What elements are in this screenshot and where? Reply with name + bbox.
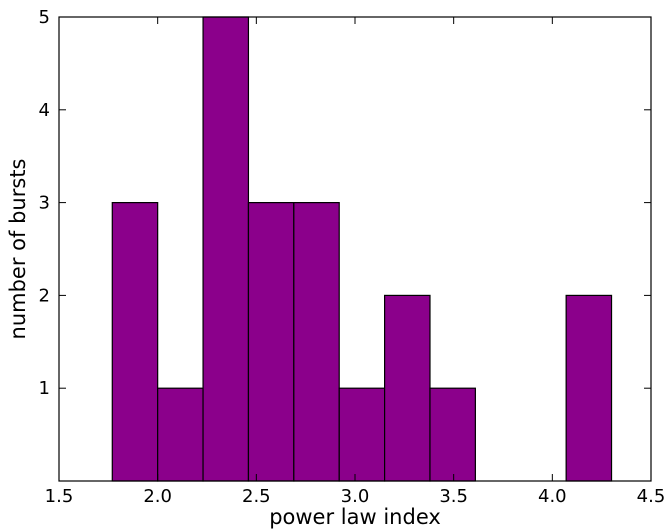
y-tick-label: 4 bbox=[39, 100, 50, 121]
histogram-bars bbox=[111, 16, 613, 482]
y-axis-ticks: 1 2 3 4 5 bbox=[39, 7, 651, 399]
y-tick-label: 5 bbox=[39, 7, 50, 28]
x-axis-ticks: 1.5 2.0 2.5 3.0 3.5 4.0 4.5 bbox=[45, 17, 666, 507]
y-tick-label: 1 bbox=[39, 378, 50, 399]
x-tick-label: 2.0 bbox=[143, 486, 172, 507]
histogram-bar bbox=[565, 294, 613, 482]
x-tick-label: 4.5 bbox=[637, 486, 666, 507]
histogram-bar bbox=[429, 387, 476, 482]
histogram-bar bbox=[202, 16, 250, 482]
histogram-bar bbox=[384, 294, 431, 482]
x-tick-label: 3.0 bbox=[341, 486, 370, 507]
x-axis-label: power law index bbox=[269, 505, 441, 529]
histogram-bar bbox=[293, 202, 340, 482]
y-axis-label: number of bursts bbox=[6, 159, 30, 340]
x-tick-label: 2.5 bbox=[242, 486, 271, 507]
x-tick-label: 4.0 bbox=[538, 486, 567, 507]
x-tick-label: 3.5 bbox=[439, 486, 468, 507]
histogram-bar bbox=[247, 202, 295, 482]
y-tick-label: 2 bbox=[39, 285, 50, 306]
histogram-bar bbox=[111, 202, 159, 482]
x-tick-label: 1.5 bbox=[45, 486, 74, 507]
histogram-bar bbox=[157, 387, 204, 482]
y-tick-label: 3 bbox=[39, 193, 50, 214]
histogram-bar bbox=[338, 387, 386, 482]
